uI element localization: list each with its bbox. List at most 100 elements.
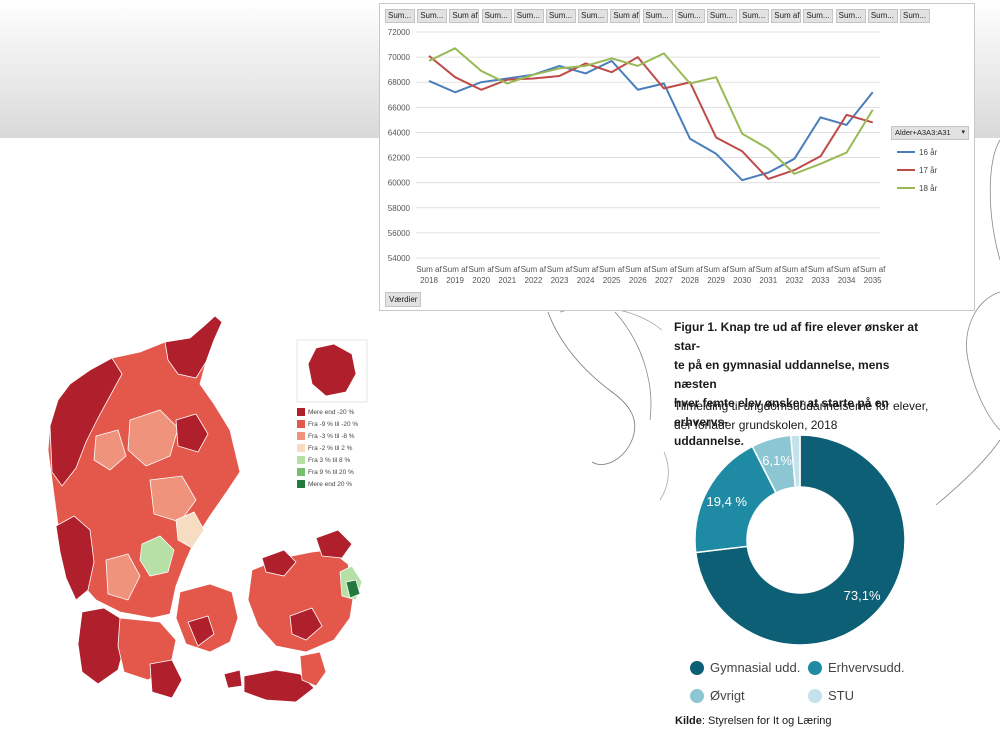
donut-legend-item: Gymnasial udd. [690, 660, 800, 675]
donut-slice-0 [694, 434, 906, 646]
map-region-lolland [243, 669, 315, 703]
y-tick-label: 70000 [388, 53, 411, 62]
figure-subtitle-line: der forlader grundskolen, 2018 [674, 418, 838, 432]
field-button-6[interactable]: Sum... [578, 9, 609, 23]
x-tick-label: 2030 [733, 276, 751, 285]
map-region-capital [345, 579, 361, 599]
x-tick-label-prefix: Sum af [703, 265, 729, 274]
x-tick-label: 2025 [603, 276, 621, 285]
x-tick-label-prefix: Sum af [469, 265, 495, 274]
donut-legend-item: Øvrigt [690, 688, 745, 703]
figure-title-line: uddannelse. [674, 434, 745, 448]
field-button-0[interactable]: Sum... [385, 9, 415, 23]
map-region-f [105, 553, 141, 601]
field-button-3[interactable]: Sum... [481, 9, 512, 23]
source-text: : Styrelsen for It og Læring [701, 715, 832, 727]
donut-data-label: 6,1% [762, 453, 792, 468]
field-button-2[interactable]: Sum af... [449, 9, 480, 23]
map-region-tiny [223, 669, 243, 689]
line-legend-item: 16 år [897, 143, 937, 161]
x-tick-label: 2018 [420, 276, 438, 285]
source-line: Kilde: Styrelsen for It og Læring [675, 715, 832, 727]
line-legend-label: 18 år [919, 183, 938, 193]
x-tick-label-prefix: Sum af [730, 265, 756, 274]
map-legend-label: Fra 3 % til 8 % [308, 456, 351, 464]
field-button-5[interactable]: Sum... [545, 9, 576, 23]
field-button-7[interactable]: Sum af... [610, 9, 641, 23]
map-legend-label: Fra 9 % til 20 % [308, 468, 354, 476]
map-legend-swatch [297, 432, 305, 440]
field-button-10[interactable]: Sum... [706, 9, 737, 23]
donut-chart: 73,1% 19,4 % 6,1% [694, 434, 906, 646]
y-tick-label: 58000 [388, 204, 411, 213]
map-region-north [49, 357, 123, 487]
donut-legend-label: STU [828, 688, 854, 703]
x-tick-label-prefix: Sum af [547, 265, 573, 274]
figure-title: Figur 1. Knap tre ud af fire elever ønsk… [674, 318, 934, 451]
figure-title-line: Figur 1. Knap tre ud af fire elever ønsk… [674, 320, 919, 353]
map-legend-label: Fra -3 % til -8 % [308, 432, 355, 440]
map-region-south [77, 607, 127, 685]
x-tick-label: 2019 [446, 276, 464, 285]
map-region-zealand-s [289, 607, 323, 641]
x-tick-label-prefix: Sum af [573, 265, 599, 274]
x-tick-label-prefix: Sum af [808, 265, 834, 274]
field-button-9[interactable]: Sum... [674, 9, 705, 23]
line-legend-label: 17 år [919, 165, 938, 175]
x-tick-label: 2033 [812, 276, 830, 285]
field-button-12[interactable]: Sum af... [771, 9, 802, 23]
figure-subtitle-line: Tilmelding til ungdomsuddannelserne for … [674, 399, 929, 413]
map-region-g [93, 429, 127, 471]
x-tick-label-prefix: Sum af [495, 265, 521, 274]
x-tick-label: 2024 [577, 276, 595, 285]
x-tick-label-prefix: Sum af [442, 265, 468, 274]
map-region-bornholm [307, 343, 357, 397]
field-button-15[interactable]: Sum... [867, 9, 898, 23]
y-tick-label: 68000 [388, 78, 411, 87]
y-tick-label: 66000 [388, 103, 411, 112]
field-button-1[interactable]: Sum... [417, 9, 448, 23]
map-legend-item: Fra -9 % til -20 % [297, 418, 358, 430]
field-button-14[interactable]: Sum... [835, 9, 866, 23]
field-button-8[interactable]: Sum... [642, 9, 673, 23]
field-button-4[interactable]: Sum... [513, 9, 544, 23]
x-tick-label: 2021 [498, 276, 516, 285]
series-line-1 [428, 55, 873, 180]
series-line-0 [428, 59, 874, 182]
map-legend-item: Fra 3 % til 8 % [297, 454, 358, 466]
y-tick-label: 64000 [388, 128, 411, 137]
y-tick-label: 56000 [388, 229, 411, 238]
x-tick-label-prefix: Sum af [416, 265, 442, 274]
line-chart-legend: 16 år 17 år 18 år [897, 143, 937, 197]
line-legend-swatch [897, 169, 915, 171]
x-tick-label: 2035 [864, 276, 882, 285]
map-legend-swatch [297, 480, 305, 488]
x-tick-label: 2029 [707, 276, 725, 285]
field-buttons-row: Sum...Sum...Sum af...Sum...Sum...Sum...S… [385, 9, 932, 23]
values-field-button[interactable]: Værdier [385, 292, 422, 307]
donut-legend-item: STU [808, 688, 854, 703]
map-legend-label: Mere end 20 % [308, 480, 353, 488]
x-tick-label: 2027 [655, 276, 673, 285]
legend-filter-button[interactable]: Alder+A3A3:A31 ▾ [891, 126, 969, 140]
figure-title-line: te på en gymnasial uddannelse, mens næst… [674, 358, 890, 391]
y-tick-label: 54000 [388, 254, 411, 263]
field-button-11[interactable]: Sum... [739, 9, 770, 23]
map-region-h [149, 659, 183, 699]
map-legend-label: Mere end -20 % [308, 408, 355, 416]
map-legend-swatch [297, 408, 305, 416]
map-region-a [127, 409, 179, 467]
map-legend-item: Fra -3 % til -8 % [297, 430, 358, 442]
figure-subtitle: Tilmelding til ungdomsuddannelserne for … [674, 397, 944, 435]
x-tick-label-prefix: Sum af [521, 265, 547, 274]
donut-data-label: 19,4 % [707, 494, 748, 509]
x-tick-label: 2034 [838, 276, 856, 285]
map-region-falster [299, 651, 327, 687]
field-button-16[interactable]: Sum... [900, 9, 930, 23]
map-legend: Mere end -20 % Fra -9 % til -20 % Fra -3 %… [297, 406, 358, 490]
field-button-13[interactable]: Sum... [803, 9, 834, 23]
donut-legend-item: Erhvervsudd. [808, 660, 905, 675]
map-region-northeast [164, 315, 223, 379]
x-tick-label-prefix: Sum af [651, 265, 677, 274]
x-tick-label: 2022 [525, 276, 543, 285]
